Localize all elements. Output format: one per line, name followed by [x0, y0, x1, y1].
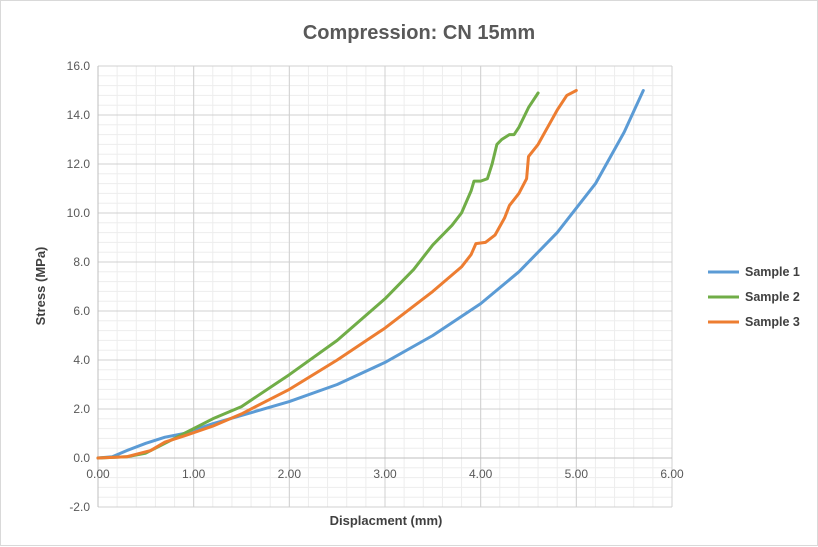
- y-tick-label: 8.0: [73, 255, 90, 269]
- x-axis-title: Displacment (mm): [330, 513, 443, 528]
- legend: Sample 1 Sample 2 Sample 3: [708, 265, 800, 329]
- axes: [97, 66, 672, 507]
- x-tick-label: 4.00: [469, 467, 493, 481]
- y-tick-label: 4.0: [73, 353, 90, 367]
- y-tick-label: 14.0: [67, 108, 91, 122]
- x-tick-label: 5.00: [565, 467, 589, 481]
- y-tick-label: 12.0: [67, 157, 91, 171]
- x-tick-label: 2.00: [278, 467, 302, 481]
- y-tick-label: 0.0: [73, 451, 90, 465]
- legend-label: Sample 2: [745, 290, 800, 304]
- series-line: [96, 89, 578, 460]
- series-line: [96, 89, 645, 460]
- y-tick-label: 6.0: [73, 304, 90, 318]
- x-tick-label: 1.00: [182, 467, 206, 481]
- tick-labels: 0.00 1.00 2.00 3.00 4.00 5.00 6.00 -2.0 0.0 2.0 4.…: [67, 59, 684, 514]
- y-tick-label: 16.0: [67, 59, 91, 73]
- x-tick-label: 6.00: [660, 467, 684, 481]
- series-lines: [96, 89, 645, 460]
- x-tick-label: 0.00: [86, 467, 110, 481]
- grid: [97, 65, 673, 508]
- y-axis-title: Stress (MPa): [33, 247, 48, 326]
- series-line: [96, 91, 540, 460]
- x-tick-label: 3.00: [373, 467, 397, 481]
- y-tick-label: 2.0: [73, 402, 90, 416]
- y-tick-label: 10.0: [67, 206, 91, 220]
- legend-label: Sample 3: [745, 315, 800, 329]
- legend-label: Sample 1: [745, 265, 800, 279]
- chart-title: Compression: CN 15mm: [303, 22, 535, 44]
- y-tick-label: -2.0: [69, 500, 90, 514]
